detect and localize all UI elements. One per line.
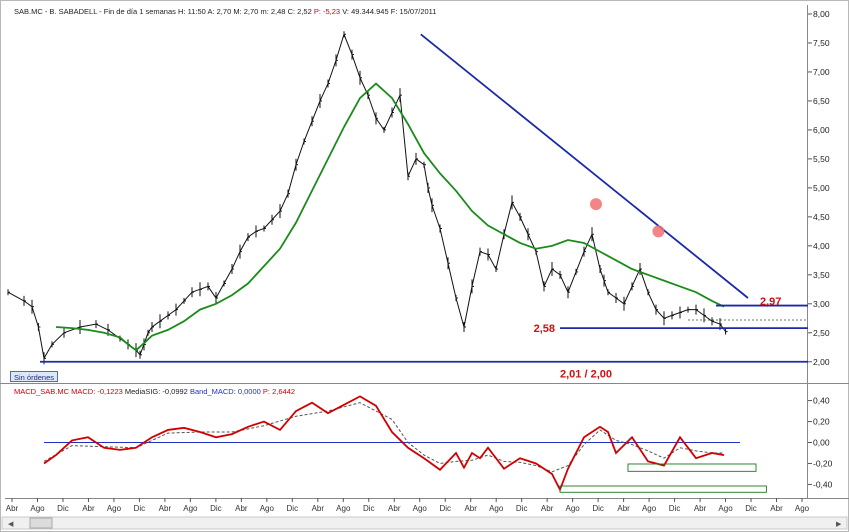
price-y-tick-label: 5,00 [813,183,830,193]
x-tick-label: Dic [516,504,528,513]
x-tick-label: Abr [388,504,401,513]
x-tick-label: Abr [694,504,707,513]
macd-value-label: MACD: -0,1223 [71,387,123,396]
x-tick-label: Abr [312,504,325,513]
high-label: M: 2,70 [233,7,259,16]
price-y-tick-label: 2,00 [813,357,830,367]
x-tick-label: Abr [464,504,477,513]
change-label: P: -5,23 [313,7,341,16]
close-label: C: 2,52 [287,7,312,16]
macd-y-tick-label: -0,20 [813,458,833,468]
x-tick-label: Dic [669,504,681,513]
x-tick-label: Dic [210,504,222,513]
resistance-label-297: 2,97 [760,296,781,308]
scrollbar-thumb [29,517,53,529]
scroll-left-icon: ◀ [8,521,14,528]
moving-average-line [55,82,725,352]
macd-y-tick-label: 0,20 [813,417,830,427]
horizontal-scrollbar [1,516,848,530]
macd-name-label: MACD_SAB.MC [14,387,70,396]
price-y-tick-label: 8,00 [813,9,830,19]
price-bars-group [7,31,728,365]
x-tick-label: Dic [287,504,299,513]
low-label: m: 2,48 [260,7,286,16]
price-y-tick-label: 7,50 [813,38,830,48]
support-label-201: 2,01 / 2,00 [560,368,612,380]
x-tick-label: Ago [642,504,657,513]
date-label: F: 15/07/2011 [390,7,437,16]
x-tick-label: Ago [30,504,45,513]
x-tick-label: Abr [82,504,95,513]
x-tick-label: Ago [107,504,122,513]
price-y-tick-label: 3,00 [813,299,830,309]
symbol-label: SAB.MC - B. SABADELL [14,7,98,16]
sin-ordenes-button[interactable]: Sin órdenes [10,371,59,382]
x-tick-label: Ago [795,504,810,513]
support-label-258: 2,58 [534,323,555,335]
x-tick-label: Abr [159,504,172,513]
macd-line [43,395,725,492]
x-tick-label: Dic [134,504,146,513]
price-y-tick-label: 4,00 [813,241,830,251]
x-tick-label: Ago [260,504,275,513]
x-tick-label: Abr [541,504,554,513]
x-tick-label: Dic [363,504,375,513]
price-y-tick-label: 3,50 [813,270,830,280]
price-y-tick-label: 6,50 [813,96,830,106]
x-tick-label: Dic [439,504,451,513]
trendline [420,33,749,299]
open-label: A: 2,70 [207,7,232,16]
price-y-tick-label: 2,50 [813,328,830,338]
price-series-line [7,32,727,360]
macd-y-tick-label: 0,40 [813,396,830,406]
price-chart-header: SAB.MC - B. SABADELL - Fin de día 1 sema… [14,7,437,16]
pivot-marker [652,225,665,238]
signal-line [43,402,724,473]
x-tick-label: Abr [770,504,783,513]
x-tick-label: Abr [617,504,630,513]
signal-value-label: MediaSIG: -0,0992 [124,387,188,396]
time-label: H: 11:50 [178,7,206,16]
x-tick-label: Ago [183,504,198,513]
x-tick-label: Abr [235,504,248,513]
x-tick-label: Ago [718,504,733,513]
macd-y-tick-label: -0,40 [813,479,833,489]
price-y-tick-label: 4,50 [813,212,830,222]
volume-label: V: 49.344.945 [342,7,389,16]
price-y-tick-label: 5,50 [813,154,830,164]
band-value-label: Band_MACD: 0,0000 [189,387,261,396]
x-tick-label: Dic [745,504,757,513]
x-tick-label: Ago [336,504,351,513]
x-tick-label: Ago [566,504,581,513]
macd-p-label: P: 2,6442 [262,387,296,396]
macd-zone-box [559,485,767,493]
macd-chart-header: MACD_SAB.MC MACD: -0,1223 MediaSIG: -0,0… [14,387,295,396]
pivot-marker [590,198,602,211]
x-tick-label: Ago [489,504,504,513]
x-tick-label: Abr [6,504,19,513]
x-tick-label: Ago [413,504,428,513]
price-y-tick-label: 7,00 [813,67,830,77]
macd-y-tick-label: 0,00 [813,438,830,448]
macd-zone-box [627,463,757,472]
x-tick-label: Dic [592,504,604,513]
period-label: Fin de día 1 semanas [103,7,176,16]
scroll-right-icon: ▶ [836,521,842,528]
x-tick-label: Dic [57,504,69,513]
price-y-tick-label: 6,00 [813,125,830,135]
